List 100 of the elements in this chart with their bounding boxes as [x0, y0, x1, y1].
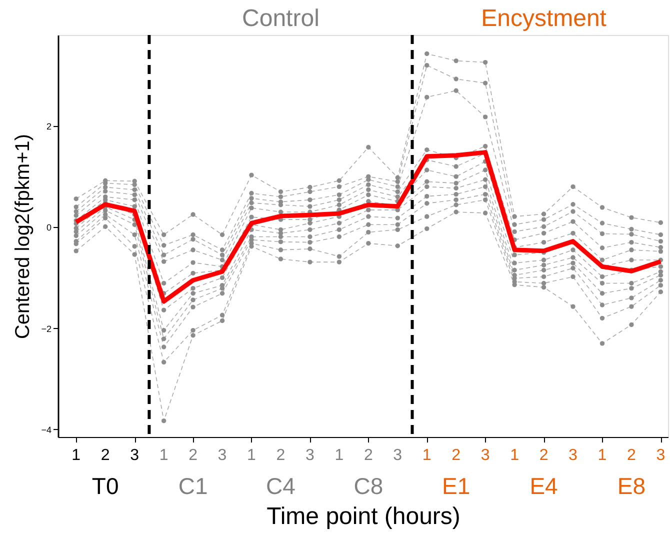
- point: [161, 308, 166, 312]
- point: [190, 304, 196, 310]
- point: [629, 248, 634, 252]
- point: [541, 217, 546, 222]
- point: [454, 88, 458, 93]
- text: Encystment: [481, 5, 607, 32]
- point: [132, 244, 137, 249]
- point: [308, 246, 312, 252]
- text: C8: [354, 473, 384, 499]
- point: [249, 172, 254, 178]
- point: [570, 304, 576, 309]
- point: [658, 220, 664, 225]
- point: [541, 212, 546, 216]
- point: [132, 252, 137, 257]
- point: [308, 204, 312, 209]
- point: [336, 234, 342, 240]
- point: [600, 341, 605, 346]
- point: [424, 168, 430, 172]
- point: [395, 179, 400, 184]
- point: [454, 210, 458, 214]
- point: [220, 258, 225, 262]
- point: [454, 192, 458, 197]
- point: [629, 286, 634, 291]
- point: [600, 258, 605, 262]
- point: [658, 290, 664, 294]
- point: [74, 204, 78, 210]
- text: E4: [530, 473, 558, 499]
- point: [366, 214, 371, 219]
- point: [366, 208, 371, 212]
- point: [482, 168, 488, 172]
- point: [74, 248, 78, 254]
- point: [424, 184, 430, 190]
- point: [220, 318, 225, 324]
- point: [278, 210, 284, 214]
- point: [600, 274, 605, 280]
- point: [220, 248, 225, 252]
- x-tick-label: 1: [247, 447, 256, 464]
- point: [161, 252, 166, 258]
- point: [278, 256, 284, 262]
- point: [308, 260, 312, 264]
- point: [161, 418, 166, 424]
- point: [74, 209, 78, 214]
- point: [541, 284, 546, 290]
- point: [658, 272, 664, 278]
- point: [482, 198, 488, 202]
- x-tick-label: 3: [218, 447, 227, 464]
- point: [570, 184, 576, 190]
- point: [190, 291, 196, 296]
- point: [190, 333, 196, 338]
- point: [395, 184, 400, 190]
- point: [190, 248, 196, 252]
- point: [161, 328, 166, 333]
- point: [249, 196, 254, 201]
- point: [482, 114, 488, 120]
- point: [454, 174, 458, 179]
- point: [190, 286, 196, 291]
- point: [629, 240, 634, 245]
- point: [600, 205, 605, 210]
- point: [278, 239, 284, 244]
- point: [570, 274, 576, 280]
- point: [220, 312, 225, 318]
- point: [629, 258, 634, 262]
- point: [512, 252, 517, 258]
- point: [658, 282, 664, 288]
- point: [336, 202, 342, 208]
- point: [74, 196, 78, 202]
- point: [278, 248, 284, 252]
- point: [570, 260, 576, 266]
- point: [161, 344, 166, 350]
- x-tick-label: 1: [334, 447, 344, 464]
- point: [249, 244, 254, 249]
- point: [336, 198, 342, 202]
- point: [366, 240, 371, 246]
- point: [366, 187, 371, 192]
- point: [600, 246, 605, 250]
- x-tick-label: 3: [568, 447, 578, 464]
- point: [454, 164, 458, 169]
- point: [190, 298, 196, 302]
- x-tick-label: 1: [598, 447, 607, 464]
- point: [512, 260, 517, 266]
- point: [512, 268, 517, 272]
- point: [570, 266, 576, 270]
- point: [161, 360, 166, 365]
- point: [132, 222, 137, 227]
- y-tick-label: 0: [46, 222, 52, 233]
- point: [308, 189, 312, 194]
- point: [541, 230, 546, 236]
- x-tick-label: 2: [100, 447, 110, 464]
- point: [570, 202, 576, 207]
- point: [424, 147, 430, 152]
- point: [308, 240, 312, 245]
- x-tick-label: 1: [159, 447, 168, 464]
- point: [658, 238, 664, 244]
- point: [424, 51, 430, 56]
- point: [629, 322, 634, 328]
- point: [395, 222, 400, 227]
- point: [570, 230, 576, 236]
- point: [658, 245, 664, 250]
- point: [190, 236, 196, 242]
- text: C1: [178, 473, 208, 499]
